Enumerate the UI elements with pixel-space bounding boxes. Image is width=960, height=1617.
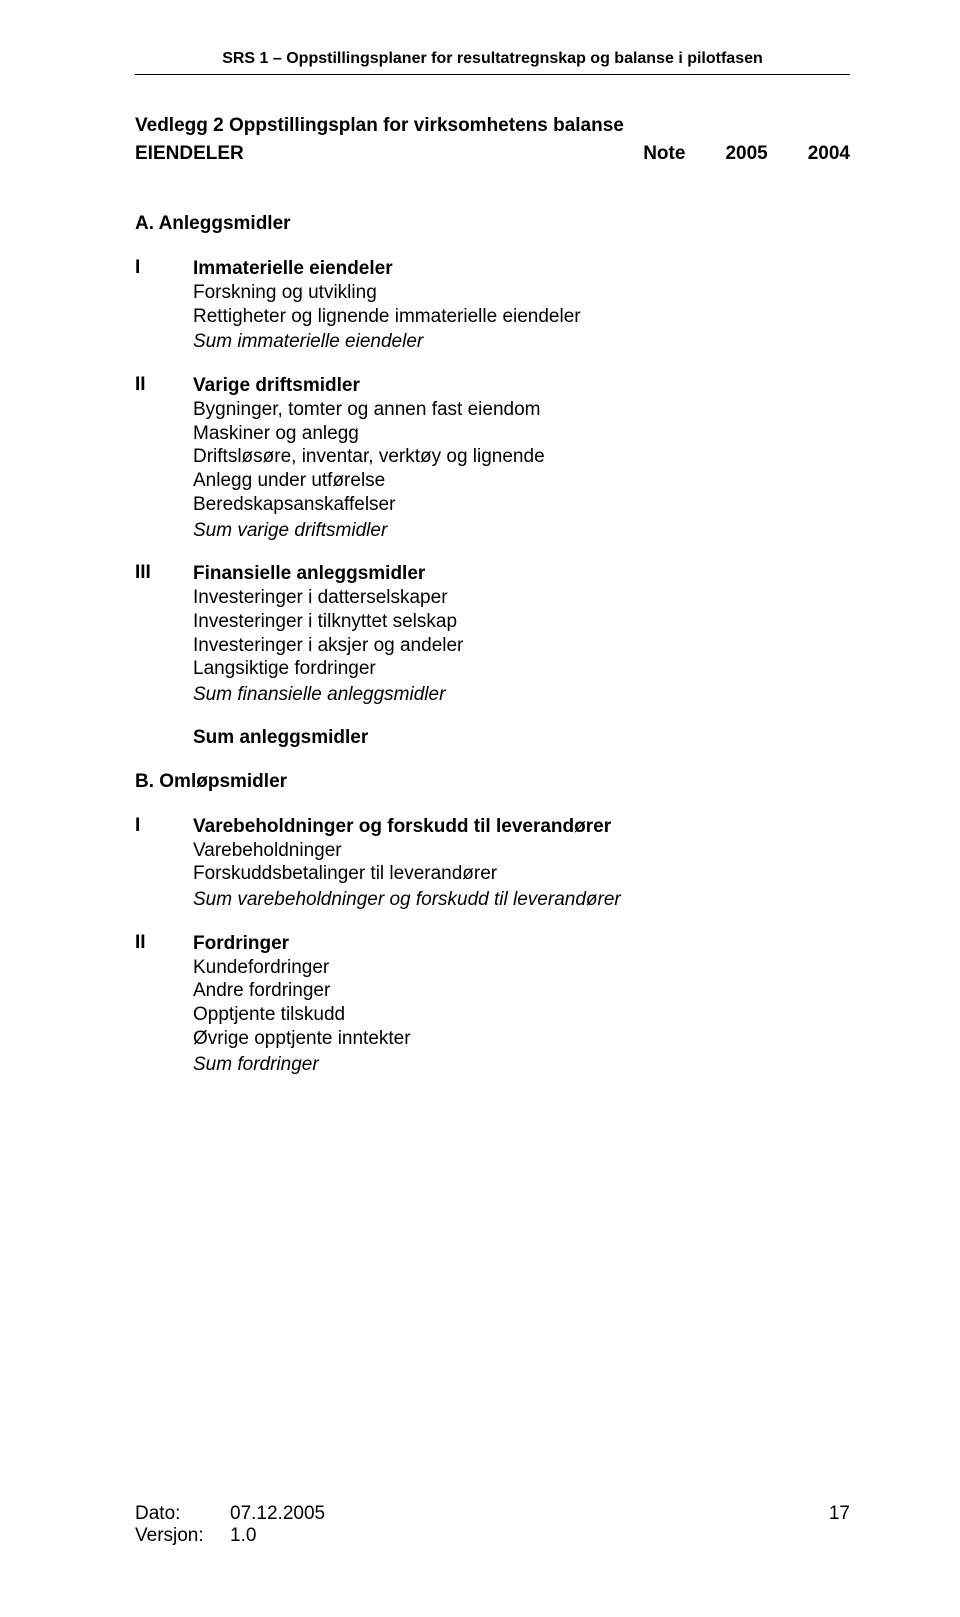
footer-version-value: 1.0 xyxy=(230,1525,256,1547)
group-a-iii-title: Finansielle anleggsmidler xyxy=(193,562,850,586)
footer-date-label: Dato: xyxy=(135,1503,230,1525)
roman-b-ii: II xyxy=(135,932,193,1089)
section-a-heading: A. Anleggsmidler xyxy=(135,213,850,235)
group-a-ii: II Varige driftsmidler Bygninger, tomter… xyxy=(135,374,850,554)
year-1: 2005 xyxy=(725,143,767,191)
group-b-ii: II Fordringer Kundefordringer Andre ford… xyxy=(135,932,850,1089)
line: Driftsløsøre, inventar, verktøy og ligne… xyxy=(193,445,850,469)
line: Rettigheter og lignende immaterielle eie… xyxy=(193,305,850,329)
roman-a-ii: II xyxy=(135,374,193,554)
title-row: Vedlegg 2 Oppstillingsplan for virksomhe… xyxy=(135,115,850,137)
line: Øvrige opptjente inntekter xyxy=(193,1027,850,1051)
line: Bygninger, tomter og annen fast eiendom xyxy=(193,398,850,422)
roman-b-i: I xyxy=(135,815,193,924)
note-year-row: EIENDELER Note 2005 2004 xyxy=(135,143,850,191)
group-a-i-title: Immaterielle eiendeler xyxy=(193,257,850,281)
sum-line: Sum immaterielle eiendeler xyxy=(193,330,850,354)
eiendeler-heading: EIENDELER xyxy=(135,143,244,165)
line: Kundefordringer xyxy=(193,956,850,980)
line: Beredskapsanskaffelser xyxy=(193,493,850,517)
roman-a-i: I xyxy=(135,257,193,366)
group-b-i-title: Varebeholdninger og forskudd til leveran… xyxy=(193,815,850,839)
line: Investeringer i tilknyttet selskap xyxy=(193,610,850,634)
page-header: SRS 1 – Oppstillingsplaner for resultatr… xyxy=(135,50,850,75)
footer-date-value: 07.12.2005 xyxy=(230,1503,325,1525)
note-label: Note xyxy=(643,143,685,191)
group-a-i: I Immaterielle eiendeler Forskning og ut… xyxy=(135,257,850,366)
line: Investeringer i aksjer og andeler xyxy=(193,634,850,658)
sum-anleggsmidler: Sum anleggsmidler xyxy=(193,727,850,749)
line: Forskuddsbetalinger til leverandører xyxy=(193,862,850,886)
sum-line: Sum finansielle anleggsmidler xyxy=(193,683,850,707)
year-columns: Note 2005 2004 xyxy=(643,143,850,191)
page-footer: Dato: 07.12.2005 Versjon: 1.0 17 xyxy=(135,1503,850,1547)
line: Forskning og utvikling xyxy=(193,281,850,305)
line: Investeringer i datterselskaper xyxy=(193,586,850,610)
sum-line: Sum varebeholdninger og forskudd til lev… xyxy=(193,888,850,912)
line: Langsiktige fordringer xyxy=(193,657,850,681)
line: Anlegg under utførelse xyxy=(193,469,850,493)
group-b-i: I Varebeholdninger og forskudd til lever… xyxy=(135,815,850,924)
roman-a-iii: III xyxy=(135,562,193,719)
group-a-iii: III Finansielle anleggsmidler Investerin… xyxy=(135,562,850,719)
section-b-heading: B. Omløpsmidler xyxy=(135,771,850,793)
group-b-ii-title: Fordringer xyxy=(193,932,850,956)
line: Maskiner og anlegg xyxy=(193,422,850,446)
group-a-ii-title: Varige driftsmidler xyxy=(193,374,850,398)
page-number: 17 xyxy=(829,1503,850,1547)
line: Opptjente tilskudd xyxy=(193,1003,850,1027)
line: Andre fordringer xyxy=(193,979,850,1003)
sum-line: Sum fordringer xyxy=(193,1053,850,1077)
sum-line: Sum varige driftsmidler xyxy=(193,519,850,543)
year-2: 2004 xyxy=(808,143,850,191)
line: Varebeholdninger xyxy=(193,839,850,863)
footer-version-label: Versjon: xyxy=(135,1525,230,1547)
footer-left: Dato: 07.12.2005 Versjon: 1.0 xyxy=(135,1503,325,1547)
document-title: Vedlegg 2 Oppstillingsplan for virksomhe… xyxy=(135,115,624,137)
